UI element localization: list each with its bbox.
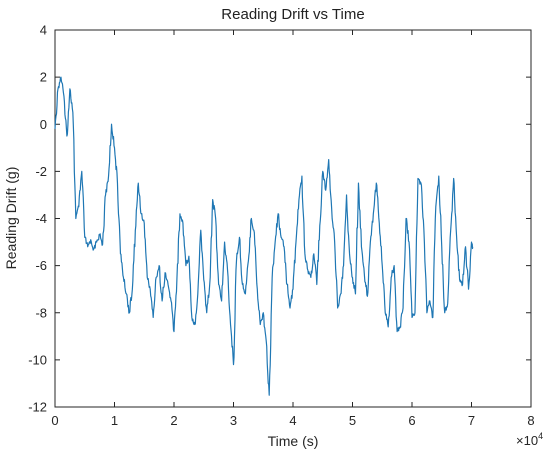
x-tick-label: 5 <box>349 413 356 428</box>
x-tick-label: 8 <box>527 413 534 428</box>
y-tick-label: -12 <box>28 400 47 415</box>
chart-title: Reading Drift vs Time <box>221 6 364 23</box>
y-axis-label: Reading Drift (g) <box>3 167 19 270</box>
plot-area: 0 1 2 3 4 5 6 7 8 4 2 0 -2 -4 -6 -8 -10 -12 <box>28 23 534 429</box>
y-tick-label: -2 <box>35 164 47 179</box>
y-tick-label: 0 <box>40 117 47 132</box>
x-axis-multiplier-exponent: 4 <box>538 431 543 441</box>
x-tick-label: 6 <box>408 413 415 428</box>
y-tick-label: -4 <box>35 211 47 226</box>
y-tick-label: -6 <box>35 258 47 273</box>
series-line <box>54 76 474 396</box>
x-tick-label: 1 <box>111 413 118 428</box>
x-axis: 0 1 2 3 4 5 6 7 8 <box>51 30 535 428</box>
x-tick-label: 3 <box>230 413 237 428</box>
axes-box <box>54 29 532 408</box>
y-axis: 4 2 0 -2 -4 -6 -8 -10 -12 <box>28 23 531 415</box>
x-axis-multiplier: ×104 <box>516 431 543 448</box>
x-axis-label: Time (s) <box>268 433 319 449</box>
y-tick-label: 4 <box>40 23 47 38</box>
x-tick-label: 2 <box>170 413 177 428</box>
x-axis-multiplier-base: ×10 <box>516 433 538 448</box>
x-tick-label: 0 <box>51 413 58 428</box>
y-tick-label: -10 <box>28 352 47 367</box>
y-tick-label: -8 <box>35 305 47 320</box>
y-tick-label: 2 <box>40 70 47 85</box>
x-tick-label: 4 <box>289 413 296 428</box>
x-tick-label: 7 <box>468 413 475 428</box>
